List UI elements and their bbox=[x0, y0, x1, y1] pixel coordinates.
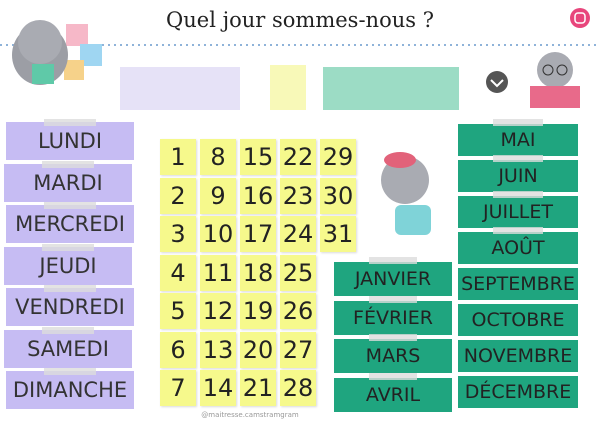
month-card[interactable]: OCTOBRE bbox=[456, 302, 580, 338]
date-card[interactable]: 20 bbox=[240, 331, 276, 368]
month-card[interactable]: NOVEMBRE bbox=[456, 338, 580, 374]
date-card[interactable]: 7 bbox=[160, 370, 196, 406]
month-card[interactable]: MAI bbox=[456, 122, 580, 158]
date-card[interactable]: 3 bbox=[160, 216, 196, 252]
day-card[interactable]: JEUDI bbox=[4, 246, 132, 285]
date-card[interactable]: 16 bbox=[240, 177, 276, 214]
tape bbox=[44, 119, 96, 126]
date-card[interactable]: 28 bbox=[280, 370, 316, 406]
date-card[interactable]: 12 bbox=[200, 293, 236, 329]
date-card[interactable]: 27 bbox=[280, 331, 316, 368]
day-card[interactable]: MERCREDI bbox=[6, 205, 134, 243]
date-card[interactable]: 6 bbox=[160, 331, 196, 368]
month-card[interactable]: AVRIL bbox=[332, 375, 454, 414]
month-card[interactable]: JANVIER bbox=[332, 260, 454, 298]
date-card[interactable]: 17 bbox=[240, 216, 276, 252]
tape bbox=[368, 334, 418, 341]
tape bbox=[368, 372, 418, 380]
instagram-icon[interactable] bbox=[570, 8, 590, 28]
day-card[interactable]: DIMANCHE bbox=[6, 371, 134, 409]
month-card[interactable]: MARS bbox=[332, 337, 454, 375]
date-slot bbox=[270, 65, 306, 110]
date-card[interactable]: 21 bbox=[240, 370, 276, 406]
date-card[interactable]: 13 bbox=[200, 331, 236, 368]
tape bbox=[42, 326, 94, 334]
dropdown-button[interactable] bbox=[486, 71, 508, 93]
tape bbox=[493, 191, 543, 198]
month-card[interactable]: JUILLET bbox=[456, 194, 580, 230]
title: Quel jour sommes-nous ? bbox=[166, 8, 434, 32]
date-card[interactable]: 25 bbox=[280, 254, 316, 291]
tape bbox=[42, 160, 94, 168]
month-card[interactable]: JUIN bbox=[456, 158, 580, 194]
date-card[interactable]: 10 bbox=[200, 216, 236, 252]
day-slot bbox=[120, 67, 240, 110]
tape bbox=[44, 285, 96, 292]
cat-reading bbox=[530, 52, 580, 108]
date-card[interactable]: 4 bbox=[160, 254, 196, 291]
date-card[interactable]: 29 bbox=[320, 139, 356, 175]
date-card[interactable]: 18 bbox=[240, 254, 276, 291]
date-card[interactable]: 9 bbox=[200, 177, 236, 214]
tape bbox=[493, 227, 543, 234]
cat-backpack bbox=[381, 152, 431, 235]
day-card[interactable]: VENDREDI bbox=[6, 288, 134, 326]
date-card[interactable]: 24 bbox=[280, 216, 316, 252]
month-card[interactable]: DÉCEMBRE bbox=[456, 374, 580, 410]
tape bbox=[44, 368, 96, 375]
dropdown-arrow bbox=[490, 79, 504, 88]
date-card[interactable]: 26 bbox=[280, 293, 316, 329]
date-card[interactable]: 22 bbox=[280, 139, 316, 175]
tape bbox=[368, 257, 418, 264]
month-card[interactable]: FÉVRIER bbox=[332, 298, 454, 337]
date-card[interactable]: 23 bbox=[280, 177, 316, 214]
month-slot bbox=[323, 67, 459, 110]
tape bbox=[493, 155, 543, 162]
day-card[interactable]: LUNDI bbox=[6, 122, 134, 160]
date-card[interactable]: 2 bbox=[160, 177, 196, 214]
tape bbox=[368, 295, 418, 303]
date-card[interactable]: 11 bbox=[200, 254, 236, 291]
date-card[interactable]: 5 bbox=[160, 293, 196, 329]
date-card[interactable]: 30 bbox=[320, 177, 356, 214]
date-card[interactable]: 1 bbox=[160, 139, 196, 175]
instagram-glyph bbox=[574, 12, 586, 24]
date-card[interactable]: 14 bbox=[200, 370, 236, 406]
date-card[interactable]: 31 bbox=[320, 216, 356, 252]
month-card[interactable]: AOÛT bbox=[456, 230, 580, 266]
month-card[interactable]: SEPTEMBRE bbox=[456, 266, 580, 302]
date-card[interactable]: 8 bbox=[200, 139, 236, 175]
date-card[interactable]: 19 bbox=[240, 293, 276, 329]
tape bbox=[42, 243, 94, 251]
cat-blocks bbox=[12, 20, 102, 85]
tape bbox=[493, 119, 543, 126]
tape bbox=[44, 202, 96, 209]
day-card[interactable]: SAMEDI bbox=[4, 329, 132, 368]
credit: @maitresse.camstramgram bbox=[201, 411, 299, 419]
day-card[interactable]: MARDI bbox=[4, 163, 132, 202]
date-card[interactable]: 15 bbox=[240, 139, 276, 175]
